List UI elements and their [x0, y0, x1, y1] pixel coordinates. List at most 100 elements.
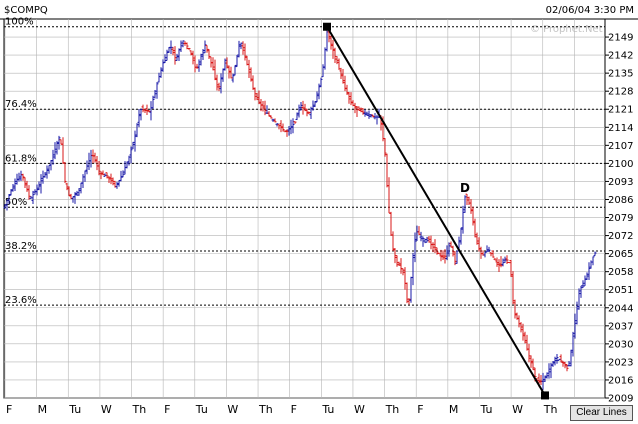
clear-lines-button[interactable]: Clear Lines	[570, 405, 633, 421]
ohlc-bar	[585, 272, 589, 280]
ohlc-bar	[239, 42, 243, 50]
ohlc-bar	[443, 249, 447, 264]
ohlc-bar	[437, 252, 441, 255]
trendline-anchor-handle[interactable]	[541, 391, 549, 400]
x-tick-label: Th	[385, 403, 400, 416]
ohlc-bar	[519, 322, 523, 333]
ohlc-bar	[179, 40, 183, 53]
y-tick-label: 2016	[608, 375, 633, 386]
annotation-label: D	[460, 181, 470, 195]
trendline-anchor-handle[interactable]	[323, 22, 331, 31]
x-tick-label: W	[227, 403, 238, 416]
fib-level-label: 76.4%	[5, 99, 37, 110]
ohlc-bar	[531, 358, 535, 371]
ohlc-bar	[229, 66, 233, 79]
ohlc-bar	[549, 362, 553, 379]
ohlc-bar	[133, 130, 137, 152]
ohlc-bar	[303, 103, 307, 112]
ohlc-bar	[439, 249, 443, 262]
ohlc-bar	[413, 232, 417, 263]
ohlc-bar	[195, 63, 199, 69]
ohlc-bar	[169, 40, 173, 54]
ohlc-bar	[331, 39, 335, 59]
ohlc-bar	[291, 118, 295, 134]
ohlc-bar	[263, 100, 267, 116]
ohlc-bar	[151, 95, 155, 109]
ohlc-bar	[147, 109, 151, 113]
trendline-segment[interactable]	[326, 26, 546, 396]
x-tick-label: Tu	[195, 403, 208, 416]
ohlc-bar	[223, 58, 227, 71]
ohlc-bar	[275, 123, 279, 127]
ohlc-bar	[523, 331, 527, 344]
ohlc-bar	[411, 252, 415, 286]
ohlc-bar	[93, 152, 97, 163]
ohlc-bar	[255, 92, 259, 101]
ohlc-bar	[361, 108, 365, 115]
ohlc-bar	[329, 35, 333, 50]
ohlc-bar	[171, 46, 175, 56]
ohlc-bar	[75, 190, 79, 196]
ohlc-bar	[225, 57, 229, 69]
ohlc-bar	[587, 262, 591, 280]
ohlc-bar	[419, 231, 423, 242]
ohlc-bar	[355, 106, 359, 118]
ohlc-bar	[21, 173, 25, 181]
ohlc-bar	[493, 257, 497, 261]
ohlc-bar	[307, 111, 311, 115]
ohlc-bar	[423, 238, 427, 244]
ohlc-bar	[349, 92, 353, 106]
ohlc-bar	[527, 343, 531, 363]
ohlc-bar	[235, 54, 239, 68]
ohlc-bar	[465, 193, 469, 205]
ohlc-bar	[529, 355, 533, 368]
ohlc-bar	[107, 176, 111, 183]
ohlc-bar	[131, 141, 135, 150]
ohlc-bar	[31, 190, 35, 204]
ohlc-bar	[333, 47, 337, 64]
ohlc-bar	[545, 372, 549, 379]
x-tick-label: W	[512, 403, 523, 416]
ohlc-bar	[119, 170, 123, 182]
trendline[interactable]	[323, 22, 549, 400]
ohlc-bar	[367, 110, 371, 119]
ohlc-bar	[501, 258, 505, 267]
ohlc-bar	[541, 372, 545, 390]
ohlc-bar	[395, 255, 399, 267]
ohlc-bar	[279, 120, 283, 133]
ohlc-bar	[13, 178, 17, 191]
ohlc-bar	[125, 161, 129, 169]
y-tick-label: 2072	[608, 231, 633, 242]
ohlc-bar	[313, 101, 317, 108]
ohlc-bar	[509, 259, 513, 277]
ohlc-bar	[505, 255, 509, 265]
ohlc-bar	[189, 50, 193, 56]
ohlc-bar	[199, 53, 203, 66]
ohlc-bar	[425, 236, 429, 243]
ohlc-bar	[459, 227, 463, 245]
ohlc-bar	[127, 155, 131, 166]
ohlc-bar	[7, 193, 11, 204]
ohlc-bar	[269, 115, 273, 119]
ohlc-bar	[461, 205, 465, 234]
ohlc-bar	[145, 104, 149, 116]
ohlc-bar	[243, 43, 247, 61]
ohlc-bar	[341, 68, 345, 84]
ohlc-bar	[551, 360, 555, 367]
ohlc-bar	[181, 40, 185, 48]
ohlc-bar	[143, 108, 147, 114]
ohlc-bar	[427, 236, 431, 243]
x-tick-label: Th	[543, 403, 558, 416]
ohlc-bar	[507, 261, 511, 264]
y-tick-label: 2135	[608, 69, 633, 80]
ohlc-bar	[489, 252, 493, 257]
timestamp-label: 02/06/04 3:30 PM	[546, 5, 634, 16]
ohlc-bar	[433, 239, 437, 253]
y-tick-label: 2079	[608, 213, 633, 224]
y-tick-label: 2030	[608, 339, 633, 350]
ohlc-bar	[473, 218, 477, 238]
ohlc-bar	[253, 87, 257, 101]
y-tick-label: 2142	[608, 51, 633, 62]
